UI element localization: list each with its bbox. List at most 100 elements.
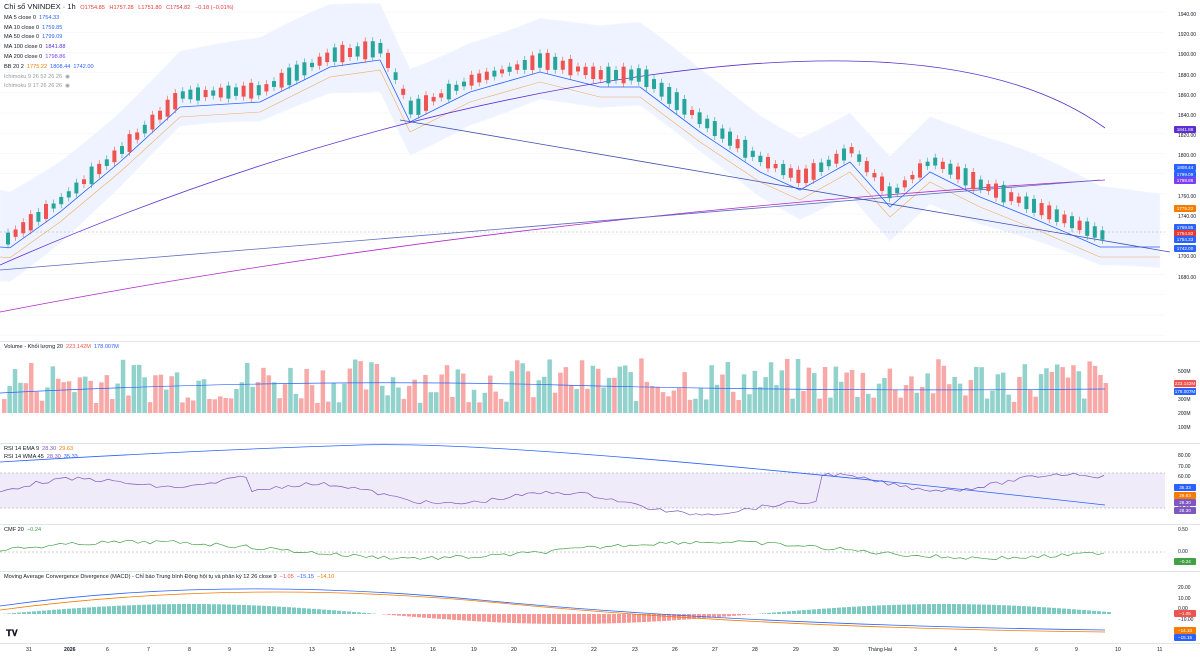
volume-bar (142, 377, 147, 413)
volume-bar (601, 387, 606, 413)
macd-bar (392, 614, 396, 616)
legend-ichimoku-1[interactable]: Ichimoku 9 26 52 26 26 ◉ (4, 73, 71, 80)
pane-separator[interactable] (0, 443, 1200, 444)
candle-body (82, 179, 86, 185)
candle-body (788, 168, 793, 178)
symbol-title[interactable]: Chỉ số VNINDEX · 1h (4, 2, 76, 11)
macd-bar (1107, 612, 1111, 614)
macd-bar (522, 614, 526, 624)
candle-body (28, 214, 33, 231)
candle-body (135, 132, 140, 140)
candle-body (606, 66, 611, 84)
volume-bar (61, 382, 66, 413)
volume-bar (925, 373, 930, 413)
candle-body (393, 72, 398, 80)
volume-bar (131, 365, 137, 413)
volume-bar (428, 392, 434, 413)
candle-body (66, 191, 71, 198)
volume-bar (995, 374, 1001, 413)
macd-bar (257, 605, 261, 614)
macd-bar (252, 605, 256, 614)
volume-axis-label: 500M (1178, 369, 1191, 375)
volume-bar (110, 399, 115, 413)
candle-body (773, 163, 778, 169)
candle-body (325, 52, 330, 63)
ma-line (0, 59, 1160, 249)
volume-bar (326, 401, 331, 413)
macd-bar (422, 614, 426, 618)
price-legend: Chỉ số VNINDEX · 1h O1754.85 H1757.28 L1… (4, 2, 237, 92)
price-axis-label: 1800.00 (1178, 153, 1197, 160)
volume-bar (504, 401, 509, 413)
candle-body (89, 166, 94, 185)
macd-bar (352, 611, 356, 614)
candle-body (712, 121, 717, 137)
candle-body (348, 47, 352, 57)
volume-bar (725, 362, 731, 413)
macd-bar (512, 614, 516, 624)
macd-bar (447, 614, 451, 620)
candle-body (880, 176, 884, 191)
volume-bar (893, 389, 898, 413)
volume-bar (1103, 382, 1109, 413)
macd-bar (67, 608, 71, 614)
macd-bar (577, 614, 581, 624)
volume-bar (137, 364, 142, 413)
legend-ma50[interactable]: MA 50 close 0 1799.09 (4, 34, 63, 41)
legend-ma10[interactable]: MA 10 close 0 1759.85 (4, 24, 63, 31)
volume-bar (585, 388, 590, 413)
legend-ichimoku-2[interactable]: Ichimoku 9 17 26 26 26 ◉ (4, 83, 71, 90)
macd-bar (72, 608, 76, 614)
candle-body (424, 95, 428, 111)
macd-bar (152, 604, 156, 614)
time-axis-label: 6 (106, 647, 109, 653)
macd-bar (47, 610, 51, 614)
macd-bar (262, 605, 266, 614)
macd-bar (412, 614, 416, 617)
candle-body (340, 44, 345, 63)
volume-bar (277, 398, 282, 413)
volume-bar (266, 375, 272, 413)
macd-bar (727, 614, 731, 617)
pane-separator[interactable] (0, 524, 1200, 525)
macd-bar (737, 614, 741, 616)
macd-axis-label: 10.00 (1178, 595, 1191, 602)
legend-ma200[interactable]: MA 200 close 0 1798.86 (4, 53, 66, 60)
macd-bar (247, 605, 251, 614)
tradingview-logo-icon[interactable]: 𝐓𝐕 (6, 628, 18, 638)
legend-bb[interactable]: BB 20 2 1775.22 1808.44 1742.00 (4, 63, 94, 70)
volume-bar (223, 397, 228, 413)
candle-body (1085, 221, 1090, 236)
pane-separator[interactable] (0, 571, 1200, 572)
volume-bar (293, 393, 299, 413)
macd-bar (647, 614, 651, 622)
volume-bar (255, 382, 261, 413)
volume-bar (191, 400, 196, 413)
candle-body (956, 166, 960, 180)
volume-bar (1049, 371, 1055, 413)
macd-bar (1087, 610, 1091, 614)
volume-bar (1011, 401, 1017, 413)
macd-bar (87, 607, 91, 614)
volume-bar (72, 392, 77, 413)
pane-separator[interactable] (0, 341, 1200, 342)
macd-bar (892, 604, 896, 614)
legend-ma100[interactable]: MA 100 close 0 1841.88 (4, 44, 66, 51)
volume-bar (423, 374, 428, 413)
macd-tag: −14.10 (1174, 627, 1196, 634)
macd-bar (367, 613, 371, 614)
time-axis-label: 23 (632, 647, 638, 653)
price-axis-label: 1880.00 (1178, 72, 1197, 79)
legend-ma5[interactable]: MA 5 close 0 1754.33 (4, 14, 60, 21)
candle-body (507, 66, 512, 72)
price-axis-label: 1920.00 (1178, 32, 1197, 39)
macd-bar (812, 609, 816, 614)
volume-bar (866, 393, 871, 413)
macd-bar (232, 604, 236, 614)
volume-bar (185, 397, 191, 413)
time-axis-label: 20 (511, 647, 517, 653)
volume-bar (88, 380, 93, 413)
time-axis-label: 10 (1115, 647, 1121, 653)
volume-bar (1055, 364, 1060, 413)
